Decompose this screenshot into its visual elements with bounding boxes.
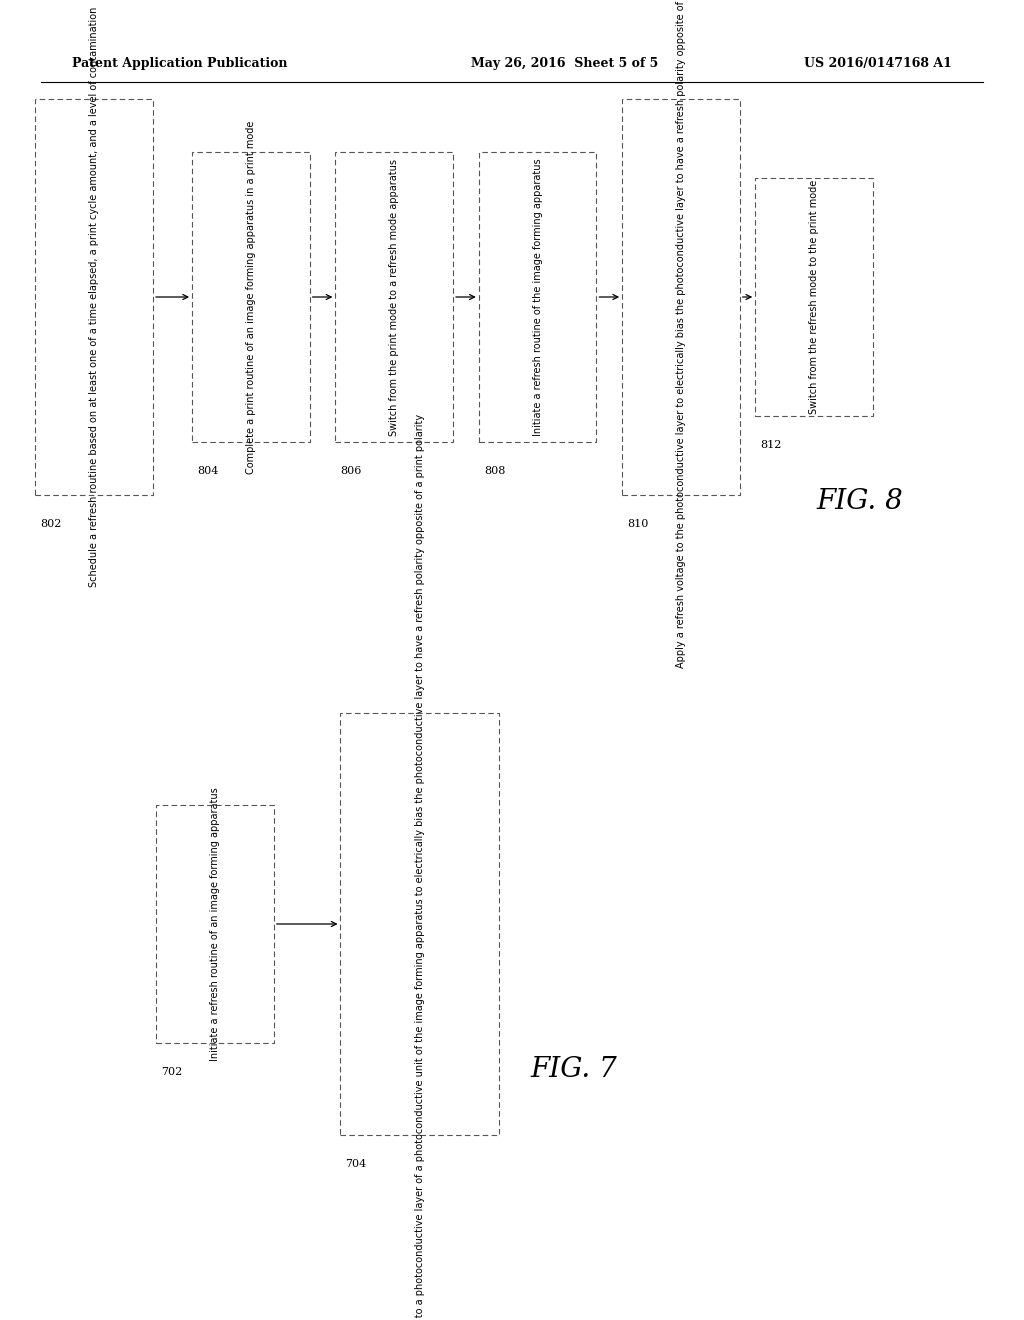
Text: 702: 702 xyxy=(162,1067,182,1077)
Text: Switch from the refresh mode to the print mode: Switch from the refresh mode to the prin… xyxy=(809,180,819,414)
Bar xyxy=(623,99,739,495)
Bar xyxy=(479,152,596,442)
Text: Complete a print routine of an image forming apparatus in a print mode: Complete a print routine of an image for… xyxy=(246,120,256,474)
Text: Apply a refresh voltage to a photoconductive layer of a photoconductive unit of : Apply a refresh voltage to a photoconduc… xyxy=(415,414,425,1320)
Bar xyxy=(336,152,453,442)
Text: 808: 808 xyxy=(484,466,505,477)
Text: Initiate a refresh routine of an image forming apparatus: Initiate a refresh routine of an image f… xyxy=(210,787,220,1061)
Text: 810: 810 xyxy=(627,519,648,529)
Text: May 26, 2016  Sheet 5 of 5: May 26, 2016 Sheet 5 of 5 xyxy=(471,57,658,70)
Text: Apply a refresh voltage to the photoconductive layer to electrically bias the ph: Apply a refresh voltage to the photocond… xyxy=(676,0,686,668)
Bar xyxy=(756,178,872,416)
Text: 704: 704 xyxy=(345,1159,367,1170)
Text: Patent Application Publication: Patent Application Publication xyxy=(72,57,287,70)
Text: 802: 802 xyxy=(40,519,61,529)
Bar xyxy=(156,805,274,1043)
Bar xyxy=(340,713,499,1135)
Text: FIG. 8: FIG. 8 xyxy=(817,488,903,515)
Text: 804: 804 xyxy=(197,466,218,477)
Text: FIG. 7: FIG. 7 xyxy=(530,1056,616,1082)
Text: Switch from the print mode to a refresh mode apparatus: Switch from the print mode to a refresh … xyxy=(389,158,399,436)
Text: 812: 812 xyxy=(760,440,781,450)
Text: US 2016/0147168 A1: US 2016/0147168 A1 xyxy=(805,57,952,70)
Text: Schedule a refresh routine based on at least one of a time elapsed, a print cycl: Schedule a refresh routine based on at l… xyxy=(89,7,99,587)
Bar xyxy=(193,152,309,442)
Text: 806: 806 xyxy=(340,466,361,477)
Text: Initiate a refresh routine of the image forming apparatus: Initiate a refresh routine of the image … xyxy=(532,158,543,436)
Bar xyxy=(35,99,154,495)
